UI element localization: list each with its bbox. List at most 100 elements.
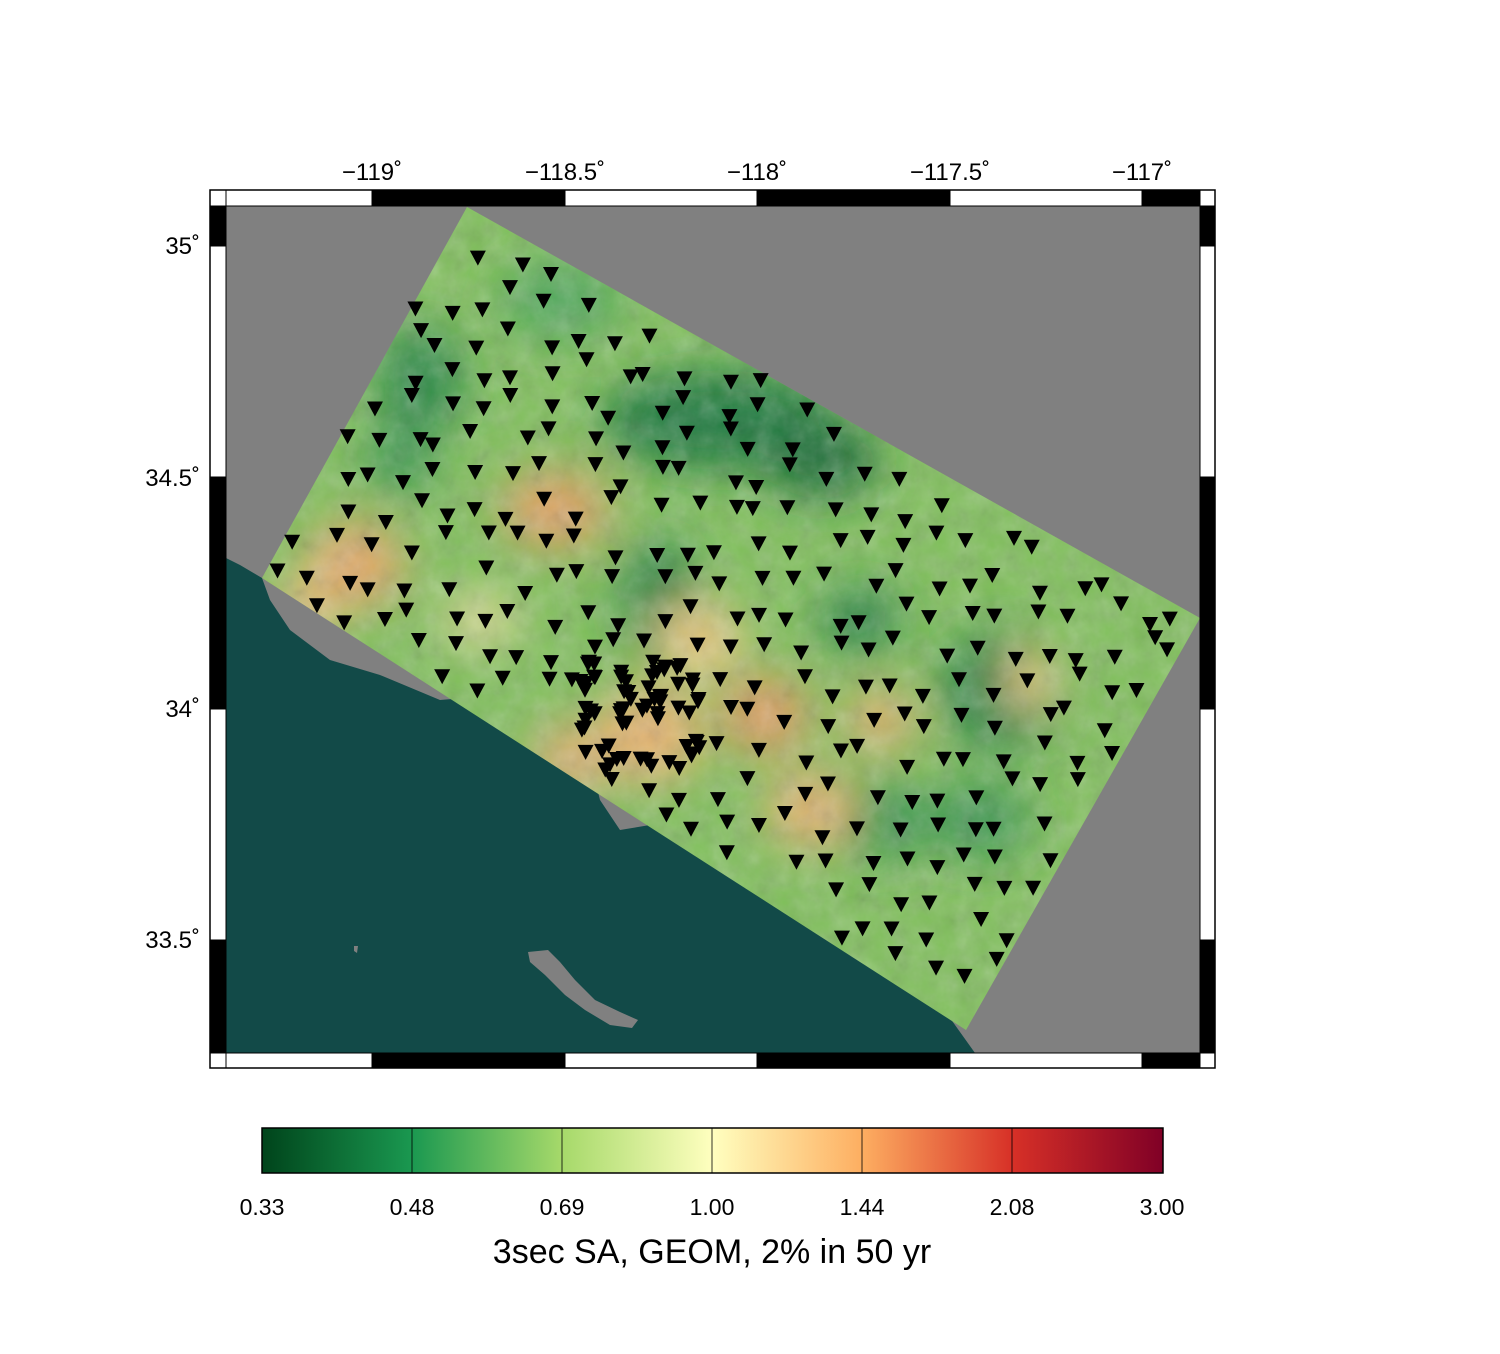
station-marker	[689, 637, 706, 653]
station-marker	[1036, 735, 1053, 751]
station-marker	[988, 951, 1005, 967]
station-marker	[580, 605, 597, 621]
station-marker	[861, 877, 878, 893]
station-marker	[648, 664, 665, 680]
lon-label: −117.5˚	[910, 159, 990, 186]
frame-segment	[1199, 476, 1216, 710]
station-marker	[652, 694, 669, 710]
station-marker	[1023, 539, 1040, 555]
station-marker	[588, 431, 605, 447]
frame-segment	[371, 189, 566, 207]
lon-label: −119˚	[342, 159, 402, 186]
station-marker	[957, 533, 974, 549]
station-marker	[501, 280, 518, 296]
station-marker	[719, 814, 736, 830]
station-marker	[407, 301, 424, 317]
station-marker	[377, 515, 394, 531]
station-marker	[892, 822, 909, 838]
station-marker	[705, 545, 722, 561]
station-marker	[441, 582, 458, 598]
station-marker	[727, 475, 744, 491]
station-marker	[1093, 577, 1110, 593]
station-marker	[928, 960, 945, 976]
station-marker	[509, 525, 526, 541]
station-marker	[752, 373, 769, 389]
station-marker	[869, 790, 886, 806]
colorbar-tick-label: 1.44	[840, 1194, 885, 1220]
station-marker	[640, 680, 657, 696]
station-marker	[670, 700, 687, 716]
lon-label: −118˚	[727, 159, 787, 186]
station-marker	[376, 612, 393, 628]
station-marker	[1161, 611, 1178, 627]
station-marker	[860, 642, 877, 658]
station-marker	[816, 566, 833, 582]
station-marker	[540, 421, 557, 437]
station-marker	[336, 615, 353, 631]
station-marker	[985, 687, 1002, 703]
station-marker	[832, 533, 849, 549]
station-marker	[607, 550, 624, 566]
station-marker	[1025, 880, 1042, 896]
frame-segment	[949, 189, 1143, 207]
station-marker	[893, 897, 910, 913]
station-marker	[605, 632, 622, 648]
station-marker	[363, 537, 380, 553]
station-marker	[820, 719, 837, 735]
station-marker	[728, 499, 745, 515]
station-marker	[739, 701, 756, 717]
station-marker	[854, 921, 871, 937]
station-marker	[444, 305, 461, 321]
station-marker	[579, 656, 596, 672]
station-marker	[881, 678, 898, 694]
colorbar: 0.33 0.48 0.69 1.00 1.44 2.08 3.00 3sec …	[240, 1127, 1184, 1271]
station-marker	[616, 684, 633, 700]
station-marker	[645, 654, 662, 670]
station-marker	[407, 375, 424, 391]
station-marker	[1019, 673, 1036, 689]
station-marker	[480, 525, 497, 541]
station-marker	[954, 752, 971, 768]
station-marker	[1042, 707, 1059, 723]
station-marker	[1042, 853, 1059, 869]
station-marker	[692, 495, 709, 511]
station-marker	[654, 405, 671, 421]
station-marker	[678, 738, 695, 754]
station-marker	[682, 821, 699, 837]
station-marker	[424, 462, 441, 478]
station-marker	[638, 698, 655, 714]
station-marker	[833, 930, 850, 946]
station-marker	[366, 401, 383, 417]
station-marker	[497, 511, 514, 527]
station-marker	[474, 302, 491, 318]
station-marker	[634, 367, 651, 383]
station-marker	[950, 672, 967, 688]
station-marker	[641, 783, 658, 799]
station-marker	[729, 611, 746, 627]
station-marker	[750, 536, 767, 552]
station-marker	[929, 793, 946, 809]
station-marker	[475, 401, 492, 417]
station-marker	[711, 576, 728, 592]
map-frame	[209, 189, 1216, 1069]
station-marker	[796, 669, 813, 685]
station-marker	[915, 719, 932, 735]
station-marker	[754, 570, 771, 586]
station-marker	[437, 525, 454, 541]
colorbar-title: 3sec SA, GEOM, 2% in 50 yr	[493, 1233, 931, 1271]
station-marker	[403, 545, 420, 561]
station-marker	[779, 500, 796, 516]
longitude-axis: −119˚ −118.5˚ −118˚ −117.5˚ −117˚	[342, 159, 1172, 186]
station-marker	[1031, 585, 1048, 601]
station-marker	[398, 602, 415, 618]
frame-segment	[225, 189, 373, 207]
station-marker	[868, 578, 885, 594]
lat-label: 34.5˚	[145, 465, 200, 492]
station-marker	[998, 933, 1015, 949]
station-marker	[931, 581, 948, 597]
station-marker	[797, 786, 814, 802]
frame-segment	[564, 1052, 758, 1069]
station-marker	[1071, 666, 1088, 682]
frame-segment	[209, 939, 227, 1054]
station-marker	[653, 497, 670, 513]
